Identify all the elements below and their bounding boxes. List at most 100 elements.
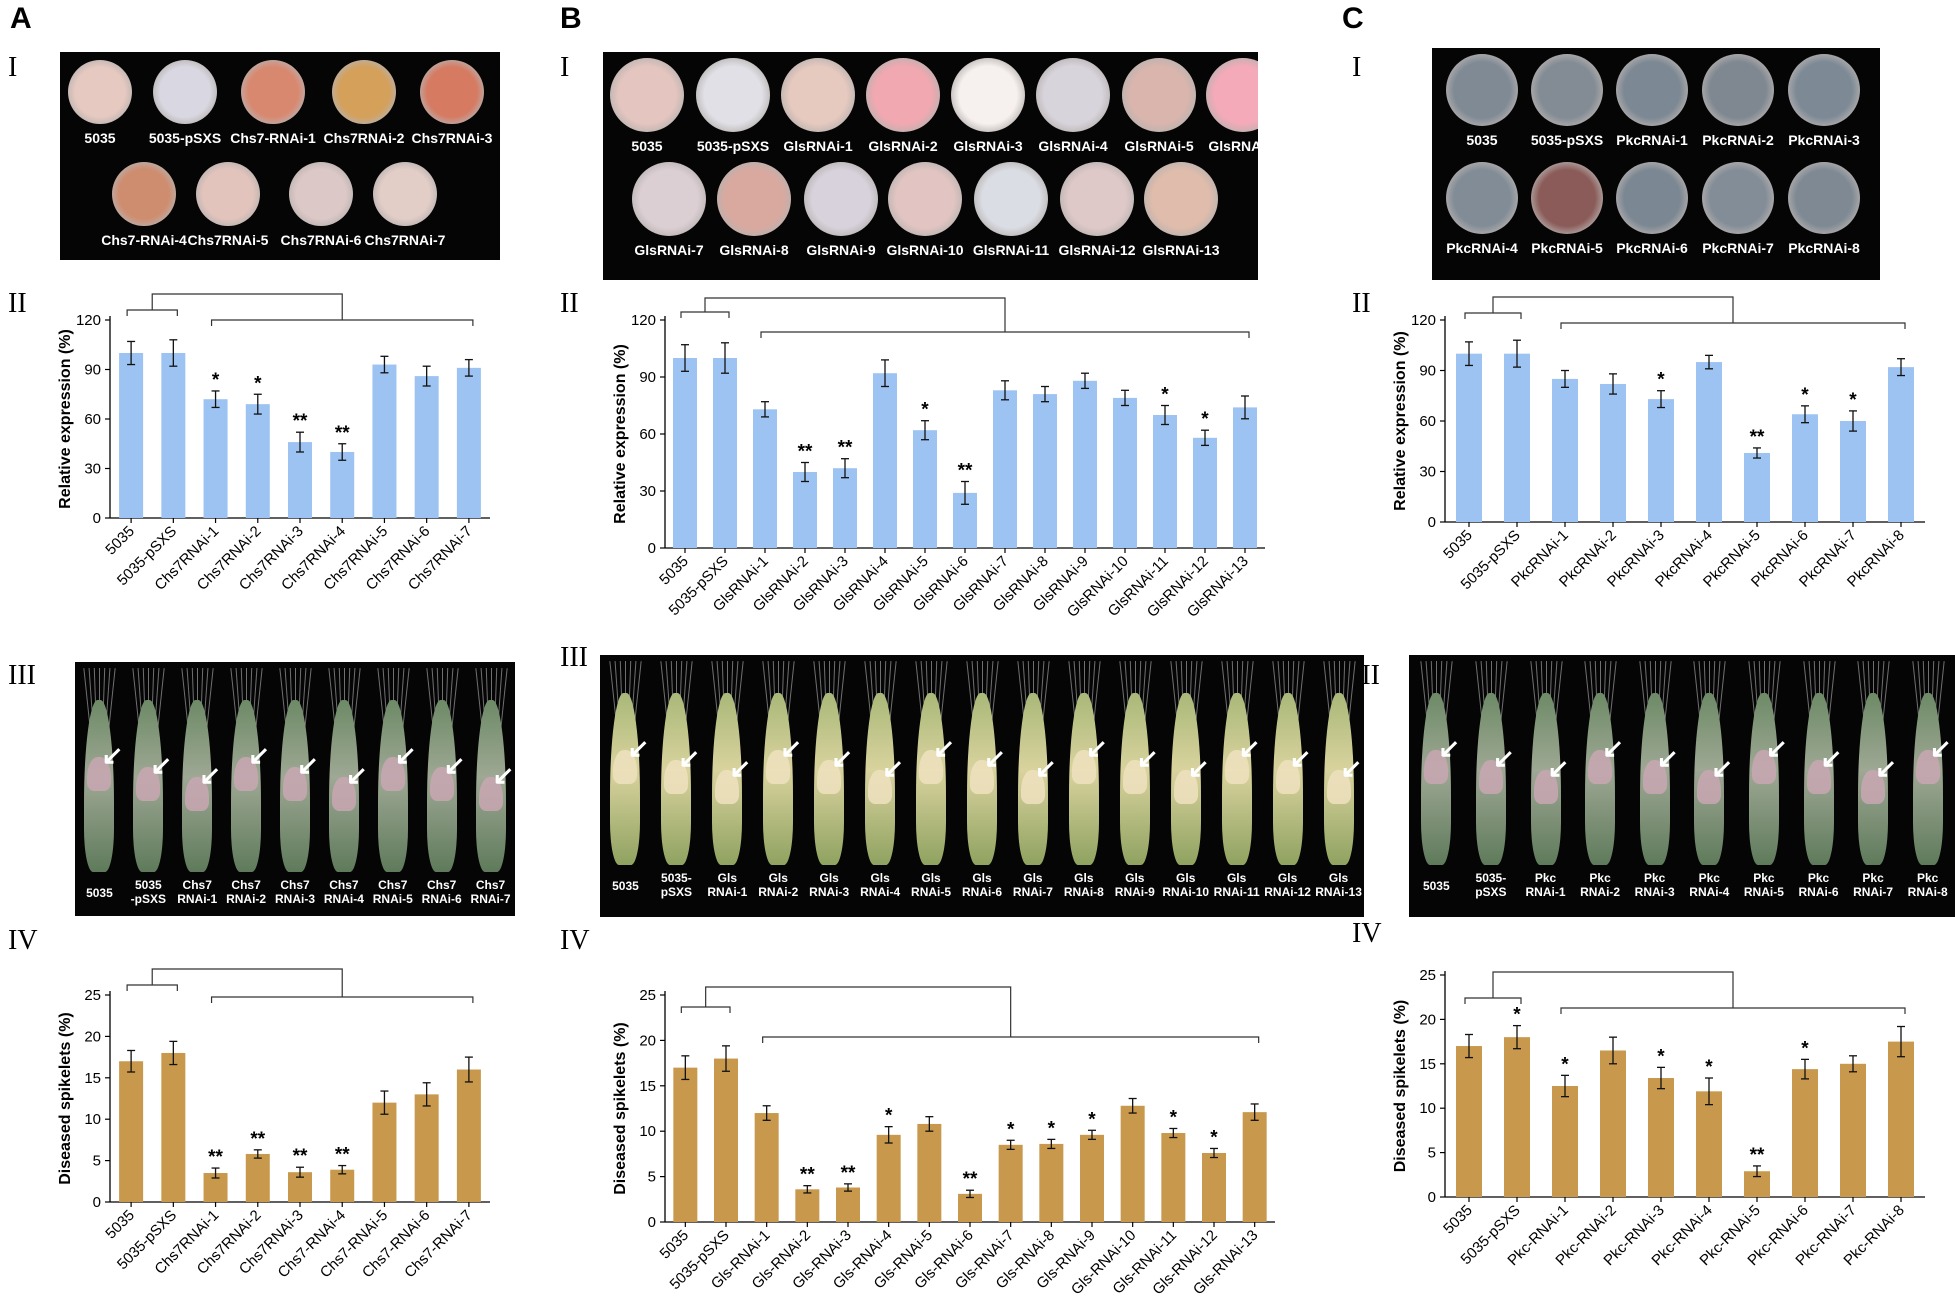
infected-spikelet: [1424, 750, 1449, 784]
subpanel-a-iii: III: [8, 660, 36, 691]
subpanel-a-ii: II: [8, 288, 27, 319]
plate-label: Chs7RNAi-5: [187, 232, 269, 248]
culture-plate: [974, 162, 1048, 236]
arrow-icon: ↙: [1875, 753, 1897, 783]
arrow-icon: ↙: [150, 750, 173, 780]
bar: [1648, 399, 1674, 522]
infected-spikelet: [1224, 750, 1249, 784]
culture-plate: [1788, 162, 1860, 234]
culture-plate: [781, 58, 855, 132]
culture-plate: [888, 162, 962, 236]
arrow-icon: ↙: [1034, 753, 1057, 783]
arrow-icon: ↙: [1438, 733, 1461, 763]
infected-spikelet: [1326, 770, 1351, 804]
bar: [1193, 437, 1217, 548]
bar: [1888, 1041, 1914, 1197]
significance-marker: *: [1161, 385, 1169, 406]
infected-spikelet: [970, 760, 994, 794]
culture-plate: [866, 58, 940, 132]
plate-label: PkcRNAi-2: [1702, 132, 1774, 148]
plate-label: 5035: [84, 130, 116, 146]
y-tick-label: 30: [84, 461, 101, 478]
infected-spikelet: [868, 770, 893, 804]
y-tick-label: 15: [1419, 1056, 1436, 1073]
significance-marker: **: [208, 1147, 223, 1168]
wheat-spikes-photo-a: ↙ 5035 ↙ 5035 -pSXS ↙ Chs7 RNAi-1 ↙ Chs7 RNAi-2…: [75, 662, 515, 916]
bar: [245, 1153, 270, 1202]
arrow-icon: ↙: [492, 760, 515, 790]
comparison-bracket: [151, 293, 343, 314]
bar: [753, 409, 777, 548]
spike-label: Gls RNAi-5: [911, 871, 952, 899]
culture-plate: [1036, 58, 1110, 132]
culture-plate: [1616, 54, 1688, 126]
panel-letter-b: B: [560, 2, 582, 35]
arrow-icon: ↙: [297, 750, 319, 780]
control-bracket: [680, 1001, 731, 1013]
culture-plate: [332, 60, 396, 124]
y-tick-label: 5: [648, 1169, 656, 1186]
significance-marker: *: [1170, 1107, 1178, 1128]
subpanel-b-iii: III: [560, 642, 588, 673]
culture-plate: [1206, 58, 1258, 132]
significance-marker: *: [1210, 1127, 1218, 1148]
comparison-bracket: [151, 968, 343, 991]
y-tick-label: 30: [1419, 464, 1436, 481]
plate-label: GlsRNAi-3: [953, 138, 1023, 154]
infected-spikelet: [1173, 770, 1198, 804]
culture-plate: [241, 60, 305, 124]
bar: [993, 390, 1017, 548]
bar: [372, 1102, 397, 1202]
arrow-icon: ↙: [1602, 733, 1624, 763]
bar: [714, 1058, 738, 1222]
bar: [1073, 380, 1097, 548]
spike-label: Chs7 RNAi-6: [421, 878, 462, 906]
comparison-bracket: [705, 986, 1012, 1031]
culture-plate: [420, 60, 484, 124]
spike-label: Gls RNAi-6: [961, 871, 1003, 899]
infected-spikelet: [283, 767, 307, 801]
infected-spikelet: [87, 757, 112, 791]
significance-marker: *: [921, 400, 929, 421]
y-tick-label: 0: [648, 1214, 656, 1231]
plate-label: GlsRNAi-1: [783, 138, 853, 154]
y-tick-label: 120: [76, 312, 101, 329]
y-tick-label: 10: [84, 1111, 101, 1128]
arrow-icon: ↙: [394, 740, 417, 770]
rnai-bracket: [1560, 317, 1906, 329]
bar: [1552, 378, 1578, 522]
bar: [119, 353, 144, 518]
y-axis-label: Relative expression (%): [612, 344, 629, 524]
x-tick-label: 5035: [656, 553, 692, 589]
control-bracket: [680, 306, 730, 318]
significance-marker: *: [212, 370, 220, 391]
spike-label: Pkc RNAi-3: [1634, 871, 1675, 899]
bar: [1840, 421, 1866, 522]
control-bracket: [126, 304, 178, 316]
plate-label: 5035-pSXS: [148, 130, 222, 146]
wheat-spikes-photo-c: ↙ 5035 ↙ 5035- pSXS ↙ Pkc RNAi-1 ↙ Pkc RNAi-2 ↙ P…: [1409, 655, 1955, 917]
infected-spikelet: [1861, 770, 1886, 804]
arrow-icon: ↙: [443, 750, 466, 780]
bar: [414, 376, 439, 518]
bar: [998, 1144, 1023, 1222]
infected-spikelet: [664, 760, 689, 794]
significance-marker: **: [293, 1146, 308, 1167]
plate-label: GlsRNAi-5: [1124, 138, 1194, 154]
culture-plate: [289, 162, 353, 226]
spike-label: Gls RNAi-12: [1264, 871, 1311, 899]
culture-plate: [1531, 162, 1603, 234]
bar: [1600, 383, 1626, 522]
plate-label: 5035-pSXS: [1530, 132, 1604, 148]
infected-spikelet: [1915, 750, 1940, 784]
infected-spikelet: [331, 777, 356, 811]
subpanel-a-i: I: [8, 52, 18, 83]
plate-label: GlsRNAi-11: [972, 242, 1050, 258]
subpanel-c-iv: IV: [1352, 918, 1382, 949]
culture-plates-photo-b: 5035 5035-pSXS GlsRNAi-1 GlsRNAi-2 GlsRNAi-3…: [603, 52, 1258, 280]
y-axis-label: Diseased spikelets (%): [1392, 1000, 1409, 1173]
arrow-icon: ↙: [345, 760, 368, 790]
significance-marker: **: [1750, 1145, 1765, 1166]
y-axis-label: Diseased spikelets (%): [612, 1022, 629, 1195]
